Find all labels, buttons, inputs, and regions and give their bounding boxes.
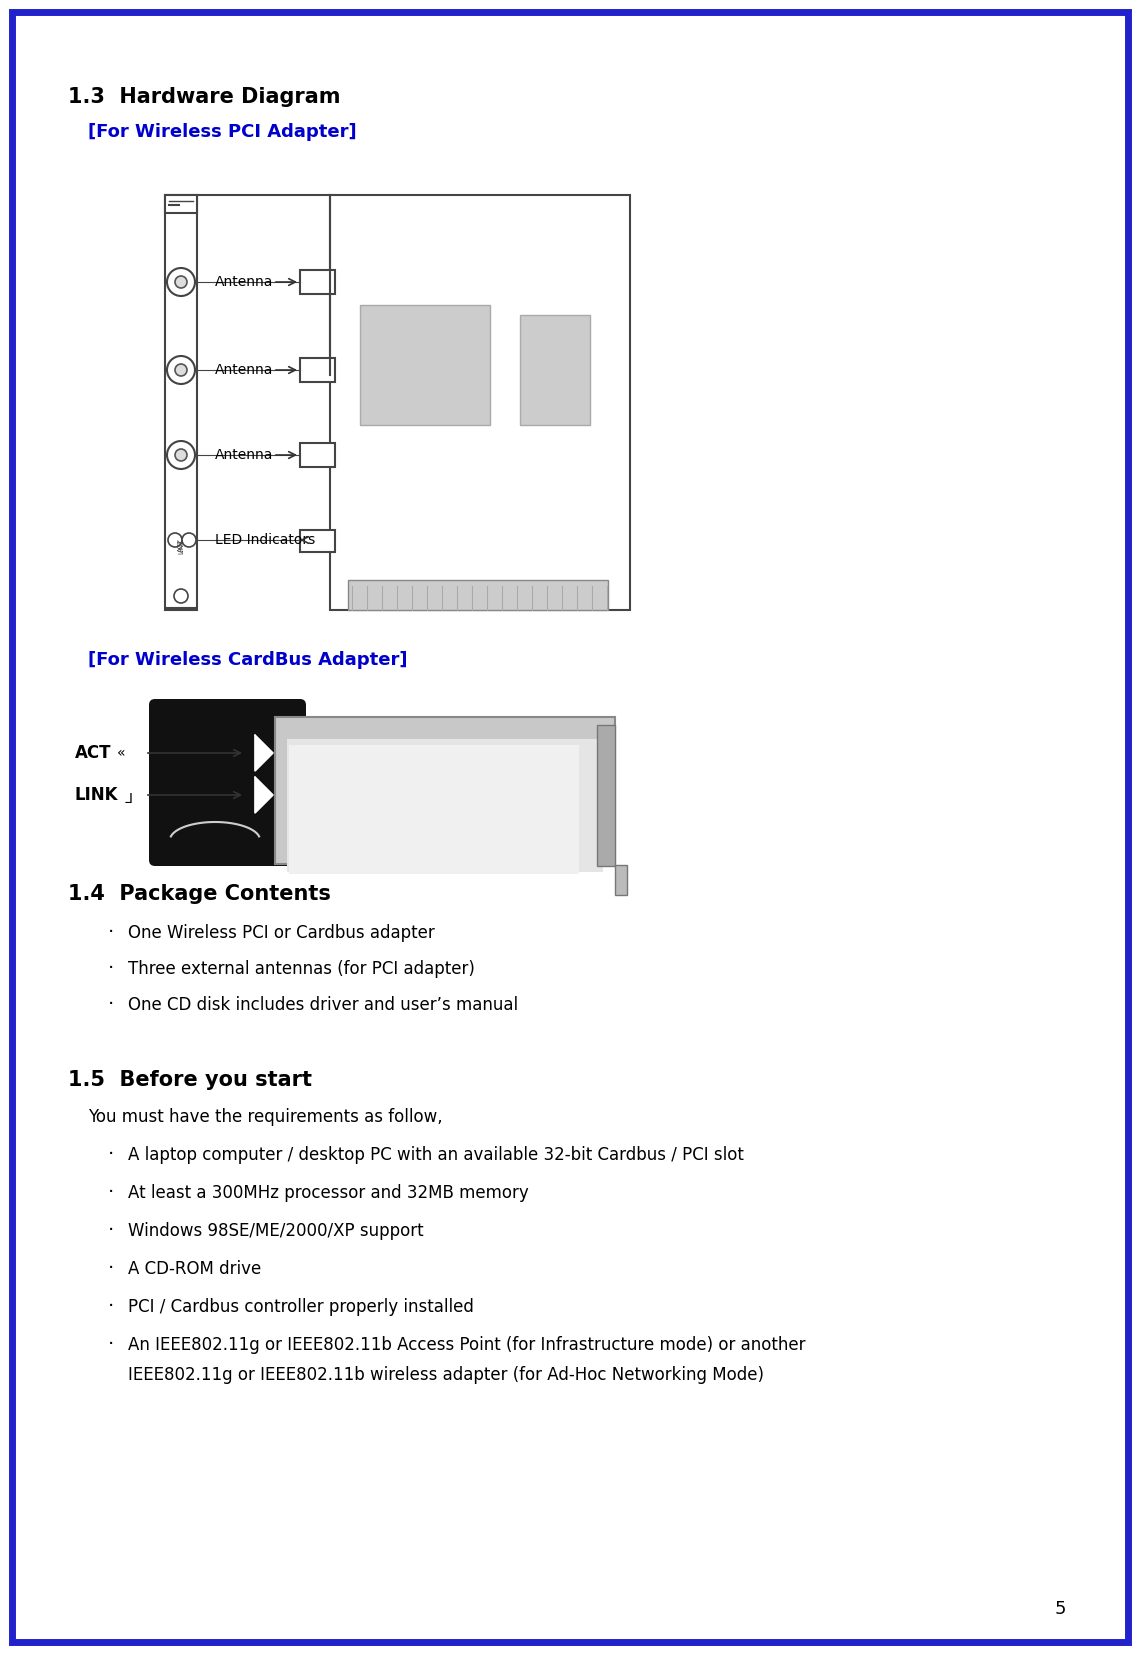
Polygon shape: [255, 777, 272, 814]
Text: ·: ·: [108, 923, 114, 943]
Text: One Wireless PCI or Cardbus adapter: One Wireless PCI or Cardbus adapter: [128, 925, 434, 943]
Circle shape: [174, 589, 188, 604]
Circle shape: [166, 268, 195, 296]
Text: ·: ·: [108, 959, 114, 978]
Text: 1.3  Hardware Diagram: 1.3 Hardware Diagram: [68, 88, 341, 108]
Text: Antenna: Antenna: [215, 275, 274, 289]
Text: You must have the requirements as follow,: You must have the requirements as follow…: [88, 1108, 442, 1126]
Bar: [300, 443, 335, 466]
Text: One CD disk includes driver and user’s manual: One CD disk includes driver and user’s m…: [128, 996, 518, 1014]
Bar: [348, 581, 608, 610]
Text: Γ: Γ: [123, 787, 131, 802]
Bar: [287, 739, 603, 872]
Circle shape: [176, 276, 187, 288]
Bar: [597, 724, 614, 867]
Circle shape: [166, 442, 195, 470]
Bar: [614, 865, 627, 895]
FancyBboxPatch shape: [149, 700, 306, 867]
Text: ACT: ACT: [178, 538, 184, 552]
Text: «: «: [117, 746, 125, 759]
Bar: [165, 195, 197, 213]
Text: ·: ·: [108, 1183, 114, 1202]
Text: A CD-ROM drive: A CD-ROM drive: [128, 1260, 261, 1279]
Circle shape: [182, 533, 196, 547]
Text: ·: ·: [108, 1297, 114, 1317]
Text: Antenna: Antenna: [215, 362, 274, 377]
Polygon shape: [255, 734, 272, 771]
Text: ·: ·: [108, 996, 114, 1014]
Text: Antenna: Antenna: [215, 448, 274, 461]
Bar: [329, 195, 630, 610]
Text: IEEE802.11g or IEEE802.11b wireless adapter (for Ad-Hoc Networking Mode): IEEE802.11g or IEEE802.11b wireless adap…: [128, 1366, 764, 1384]
Circle shape: [168, 533, 182, 547]
Text: 1.5  Before you start: 1.5 Before you start: [68, 1070, 312, 1090]
Text: Three external antennas (for PCI adapter): Three external antennas (for PCI adapter…: [128, 959, 475, 978]
Text: At least a 300MHz processor and 32MB memory: At least a 300MHz processor and 32MB mem…: [128, 1184, 529, 1202]
Text: Windows 98SE/ME/2000/XP support: Windows 98SE/ME/2000/XP support: [128, 1222, 424, 1240]
Circle shape: [176, 448, 187, 461]
Bar: [275, 716, 614, 863]
Circle shape: [166, 356, 195, 384]
Bar: [300, 270, 335, 294]
Text: LED Indicators: LED Indicators: [215, 533, 316, 547]
Bar: [520, 314, 591, 425]
Text: PCI / Cardbus controller properly installed: PCI / Cardbus controller properly instal…: [128, 1298, 474, 1317]
Text: 1.4  Package Contents: 1.4 Package Contents: [68, 883, 331, 905]
Circle shape: [176, 364, 187, 375]
Bar: [300, 357, 335, 382]
Bar: [360, 304, 490, 425]
Text: ·: ·: [108, 1145, 114, 1164]
Bar: [165, 195, 197, 610]
Text: A laptop computer / desktop PC with an available 32-bit Cardbus / PCI slot: A laptop computer / desktop PC with an a…: [128, 1146, 744, 1164]
Text: [For Wireless CardBus Adapter]: [For Wireless CardBus Adapter]: [88, 652, 407, 668]
Text: An IEEE802.11g or IEEE802.11b Access Point (for Infrastructure mode) or another: An IEEE802.11g or IEEE802.11b Access Poi…: [128, 1336, 806, 1355]
Text: ACT: ACT: [75, 744, 112, 762]
Bar: [290, 744, 579, 873]
Text: [For Wireless PCI Adapter]: [For Wireless PCI Adapter]: [88, 122, 357, 141]
Text: ·: ·: [108, 1259, 114, 1279]
Text: ·: ·: [108, 1335, 114, 1355]
Text: LINK: LINK: [75, 786, 119, 804]
Bar: [300, 529, 335, 552]
Text: ·: ·: [108, 1221, 114, 1240]
Text: 5: 5: [1054, 1599, 1066, 1618]
Text: LINK: LINK: [178, 538, 184, 554]
